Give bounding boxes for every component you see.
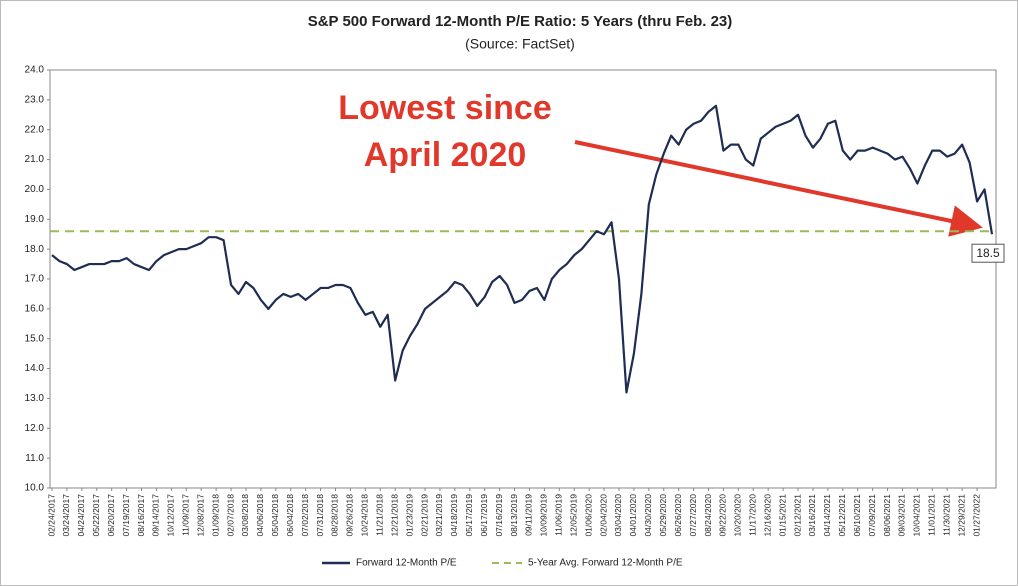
data-line (51, 104, 994, 394)
x-tick-label: 05/22/2017 (91, 494, 101, 537)
x-tick-label: 10/12/2017 (166, 494, 176, 537)
x-tick-label: 03/21/2019 (434, 494, 444, 537)
x-tick-label: 02/07/2018 (225, 494, 235, 537)
y-tick-label: 15.0 (25, 333, 45, 344)
x-tick-label: 06/04/2018 (285, 494, 295, 537)
x-tick-label: 07/31/2018 (315, 494, 325, 537)
x-tick-label: 12/08/2017 (195, 494, 205, 537)
x-tick-label: 01/06/2020 (583, 494, 593, 537)
x-tick-label: 05/29/2020 (658, 494, 668, 537)
y-tick-label: 21.0 (25, 154, 45, 165)
x-tick-label: 09/03/2021 (897, 494, 907, 537)
annotation-arrow (574, 140, 983, 237)
x-tick-label: 12/29/2021 (956, 494, 966, 537)
x-tick-label: 05/04/2018 (270, 494, 280, 537)
x-tick-label: 01/09/2018 (210, 494, 220, 537)
x-tick-label: 06/10/2021 (852, 494, 862, 537)
x-tick-label: 09/14/2017 (151, 494, 161, 537)
y-tick-label: 13.0 (25, 393, 45, 404)
annotation: Lowest since (338, 89, 552, 127)
x-tick-label: 03/04/2020 (613, 494, 623, 537)
value-label: 18.5 (976, 246, 1000, 260)
x-tick-label: 04/18/2019 (449, 494, 459, 537)
x-tick-label: 12/16/2020 (762, 494, 772, 537)
x-tick-label: 11/30/2021 (941, 494, 951, 536)
x-tick-label: 10/09/2019 (539, 494, 549, 537)
x-tick-label: 08/24/2020 (703, 494, 713, 537)
x-tick-label: 04/30/2020 (643, 494, 653, 537)
x-tick-label: 02/21/2019 (419, 494, 429, 537)
x-tick-label: 06/20/2017 (106, 494, 116, 537)
x-tick-label: 06/26/2020 (673, 494, 683, 537)
y-tick-label: 18.0 (25, 244, 45, 255)
y-tick-label: 24.0 (25, 65, 45, 76)
value-label-box (971, 243, 1005, 263)
x-tick-label: 10/04/2021 (912, 494, 922, 537)
chart-title: S&P 500 Forward 12-Month P/E Ratio: 5 Ye… (308, 13, 733, 30)
y-tick-label: 19.0 (25, 214, 45, 225)
y-tick-label: 16.0 (25, 303, 45, 314)
x-tick-label: 02/24/2017 (46, 494, 56, 537)
y-tick-label: 23.0 (25, 94, 45, 105)
y-tick-label: 11.0 (25, 453, 44, 464)
y-tick-label: 10.0 (25, 483, 45, 494)
x-tick-label: 01/27/2022 (971, 494, 981, 537)
x-tick-label: 08/06/2021 (882, 494, 892, 537)
x-tick-label: 03/08/2018 (240, 494, 250, 537)
y-tick-label: 12.0 (25, 423, 45, 434)
x-tick-label: 01/23/2019 (404, 494, 414, 537)
x-tick-label: 07/16/2019 (494, 494, 504, 537)
y-tick-label: 22.0 (25, 124, 45, 135)
x-tick-label: 11/21/2018 (375, 494, 385, 536)
annotation: April 2020 (364, 136, 527, 174)
x-tick-label: 08/28/2018 (330, 494, 340, 537)
y-tick-label: 20.0 (25, 184, 45, 195)
x-tick-label: 09/26/2018 (345, 494, 355, 537)
x-tick-label: 09/11/2019 (524, 494, 534, 536)
x-tick-label: 07/27/2020 (688, 494, 698, 537)
x-tick-label: 12/05/2019 (568, 494, 578, 537)
x-tick-label: 03/16/2021 (807, 494, 817, 537)
legend-label: Forward 12-Month P/E (356, 558, 457, 569)
x-tick-label: 02/04/2020 (598, 494, 608, 537)
x-tick-label: 05/17/2019 (464, 494, 474, 537)
x-tick-label: 11/09/2017 (181, 494, 191, 536)
x-tick-label: 04/01/2020 (628, 494, 638, 537)
x-tick-label: 11/01/2021 (927, 494, 937, 536)
x-tick-label: 12/21/2018 (389, 494, 399, 537)
legend-label: 5-Year Avg. Forward 12-Month P/E (528, 558, 683, 569)
x-tick-label: 04/06/2018 (255, 494, 265, 537)
x-tick-label: 07/02/2018 (300, 494, 310, 537)
x-tick-label: 08/13/2019 (509, 494, 519, 537)
x-tick-label: 05/12/2021 (837, 494, 847, 537)
x-tick-label: 01/15/2021 (777, 494, 787, 537)
x-tick-label: 03/24/2017 (61, 494, 71, 537)
x-tick-label: 07/19/2017 (121, 494, 131, 537)
x-tick-label: 08/16/2017 (136, 494, 146, 537)
x-tick-label: 10/20/2020 (733, 494, 743, 537)
x-tick-label: 10/24/2018 (360, 494, 370, 537)
x-tick-label: 04/24/2017 (76, 494, 86, 537)
y-tick-label: 14.0 (25, 363, 45, 374)
x-tick-label: 04/14/2021 (822, 494, 832, 537)
x-tick-label: 11/06/2019 (554, 494, 564, 536)
x-tick-label: 07/09/2021 (867, 494, 877, 537)
chart-subtitle: (Source: FactSet) (465, 36, 575, 52)
x-tick-label: 11/17/2020 (748, 494, 758, 536)
x-tick-label: 06/17/2019 (479, 494, 489, 537)
x-tick-label: 09/22/2020 (718, 494, 728, 537)
y-tick-label: 17.0 (25, 274, 45, 285)
x-tick-label: 02/12/2021 (792, 494, 802, 537)
